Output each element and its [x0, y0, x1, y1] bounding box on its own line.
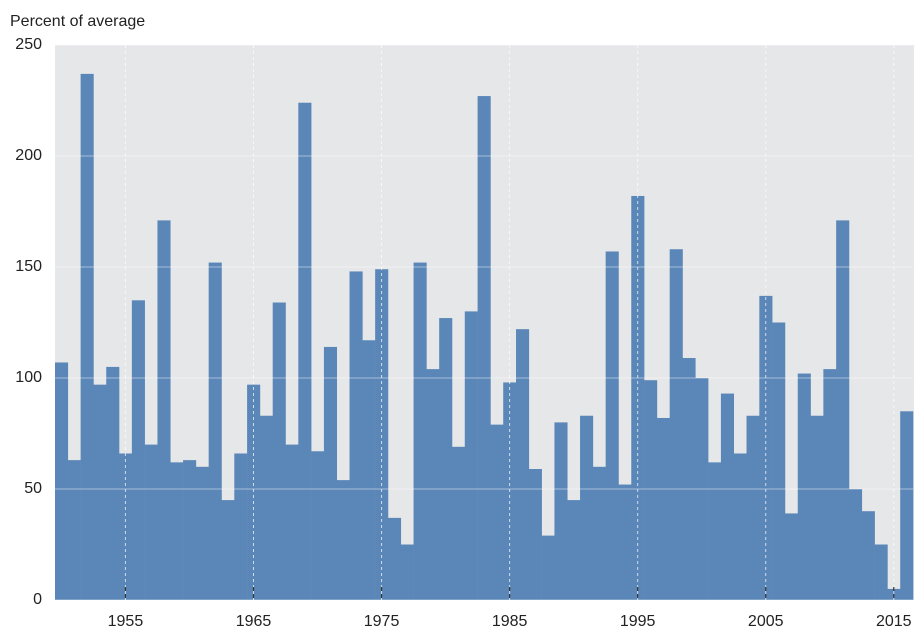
bar — [298, 102, 312, 600]
x-tick-label: 1965 — [236, 613, 272, 630]
y-tick-label: 250 — [15, 36, 42, 53]
bar — [387, 517, 402, 600]
bar — [221, 500, 235, 600]
bar — [400, 544, 414, 600]
bar — [413, 262, 427, 600]
bar — [695, 378, 709, 600]
bar — [567, 500, 581, 600]
bar — [861, 511, 875, 600]
bar — [733, 453, 747, 600]
bar — [516, 329, 530, 600]
bar — [285, 444, 299, 600]
bar — [836, 220, 850, 600]
bar — [644, 380, 658, 600]
bar — [195, 466, 209, 600]
bar — [362, 340, 376, 600]
bar — [682, 358, 696, 600]
bar — [170, 462, 184, 600]
x-tick-label: 2005 — [748, 613, 784, 630]
bar — [375, 269, 389, 600]
x-tick-label: 1955 — [108, 613, 144, 630]
bar — [93, 384, 107, 600]
x-tick-label: 1995 — [620, 613, 656, 630]
bar — [554, 422, 568, 600]
bar — [451, 446, 466, 600]
bar — [247, 384, 261, 600]
y-tick-label: 0 — [33, 591, 42, 608]
y-tick-label: 100 — [15, 369, 42, 386]
bar — [669, 249, 683, 601]
y-axis-label: Percent of average — [10, 13, 145, 30]
bar — [464, 311, 478, 600]
bar — [259, 415, 274, 600]
bar — [810, 415, 824, 600]
bar — [797, 373, 811, 600]
y-tick-label: 150 — [15, 258, 42, 275]
bar — [183, 460, 197, 600]
bar — [157, 220, 171, 600]
bar — [746, 415, 760, 600]
bar — [592, 466, 606, 600]
bar — [528, 469, 542, 600]
bar — [720, 393, 735, 600]
bar — [580, 415, 594, 600]
bar — [55, 362, 69, 600]
bar — [490, 424, 504, 600]
bar — [272, 302, 286, 600]
bar — [784, 513, 799, 600]
bar — [144, 444, 158, 600]
bar — [311, 451, 325, 600]
bar — [323, 346, 338, 600]
bar — [106, 366, 120, 600]
bar — [349, 271, 363, 600]
bar — [541, 535, 555, 600]
x-tick-label: 1985 — [492, 613, 528, 630]
bar — [336, 480, 350, 600]
y-tick-label: 200 — [15, 147, 42, 164]
bar — [131, 300, 145, 600]
bar — [605, 251, 619, 600]
bar — [618, 484, 632, 600]
bar — [80, 73, 94, 601]
bar — [874, 544, 888, 600]
x-tick-label: 2015 — [876, 613, 912, 630]
x-tick-label: 1975 — [364, 613, 400, 630]
y-tick-label: 50 — [24, 480, 42, 497]
bar — [477, 96, 491, 600]
bar — [208, 262, 222, 600]
bar — [631, 195, 645, 600]
bar — [656, 417, 670, 600]
bar — [772, 322, 786, 600]
bar — [708, 462, 722, 600]
bar — [67, 460, 81, 600]
bar — [439, 318, 453, 600]
bar — [234, 453, 248, 600]
bar — [848, 489, 863, 600]
bar — [823, 369, 837, 600]
bar — [426, 369, 440, 600]
bar — [900, 411, 914, 600]
